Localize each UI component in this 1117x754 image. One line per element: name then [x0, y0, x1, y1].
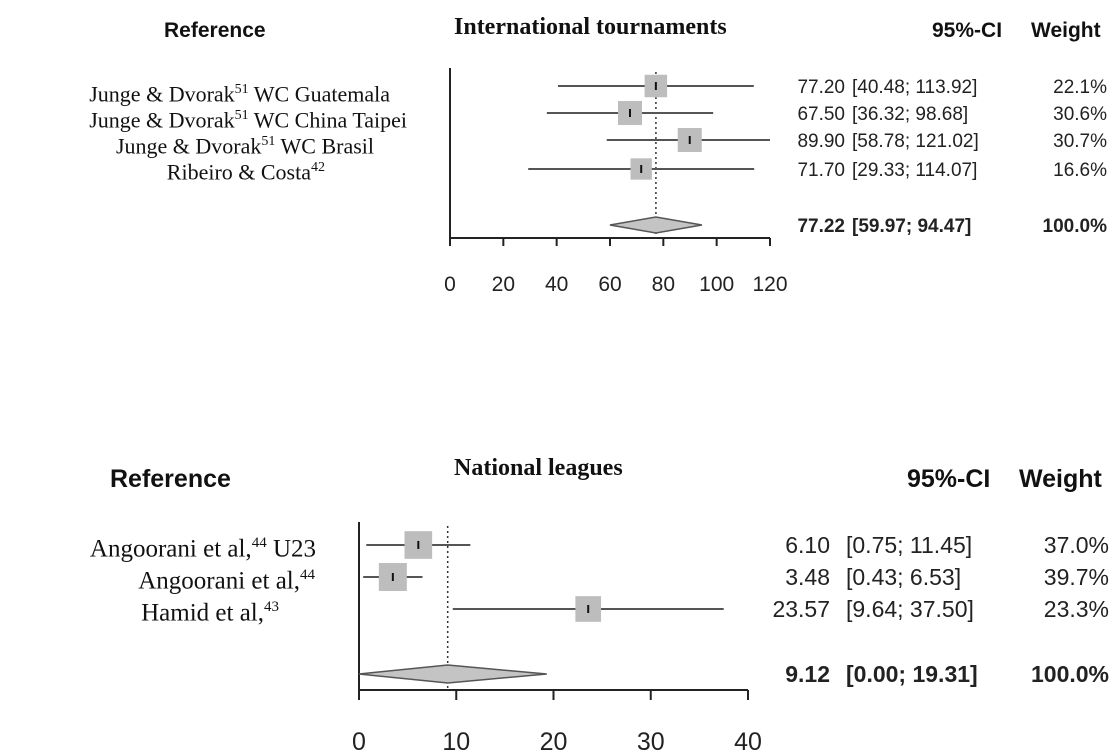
x-tick-label: 40 [734, 728, 762, 754]
ci-value: [40.48; 113.92] [852, 77, 977, 98]
study-reference-number: 43 [264, 599, 279, 615]
ci-value: [29.33; 114.07] [852, 160, 977, 181]
ci-value: [58.78; 121.02] [852, 131, 979, 152]
x-tick-label: 80 [652, 273, 675, 296]
estimate-value: 6.10 [785, 532, 830, 558]
ci-value: [9.64; 37.50] [846, 596, 974, 622]
summary-estimate-value: 77.22 [797, 216, 845, 237]
ci-header: 95%-CI [932, 19, 1003, 42]
chart-title: International tournaments [454, 14, 727, 40]
reference-header: Reference [164, 19, 266, 42]
study-label: Angoorani et al,44 [138, 561, 315, 595]
study-label: Junge & Dvorak51 WC China Taipei [89, 104, 407, 132]
study-label: Junge & Dvorak51 WC Guatemala [89, 78, 390, 106]
summary-estimate-value: 9.12 [785, 661, 830, 687]
x-tick-label: 10 [442, 728, 470, 754]
estimate-value: 67.50 [797, 104, 845, 125]
study-name: Angoorani et al, [138, 567, 300, 595]
ci-header: 95%-CI [907, 465, 991, 493]
study-label: Junge & Dvorak51 WC Brasil [116, 130, 374, 158]
x-tick-label: 60 [598, 273, 621, 296]
weight-value: 16.6% [1053, 160, 1107, 181]
ci-value: [0.43; 6.53] [846, 564, 961, 590]
summary-ci-value: [59.97; 94.47] [852, 216, 971, 237]
x-tick-label: 100 [699, 273, 734, 296]
estimate-value: 3.48 [785, 564, 830, 590]
estimate-value: 89.90 [797, 131, 845, 152]
estimate-value: 23.57 [772, 596, 830, 622]
x-tick-label: 30 [637, 728, 665, 754]
weight-value: 22.1% [1053, 77, 1107, 98]
estimate-value: 77.20 [797, 77, 845, 98]
study-suffix: WC Guatemala [248, 81, 390, 107]
study-label: Hamid et al,43 [141, 593, 279, 627]
weight-header: Weight [1019, 465, 1102, 493]
weight-value: 39.7% [1044, 564, 1109, 590]
study-name: Junge & Dvorak [89, 107, 235, 133]
forest-plot-international: Reference International tournaments 95%-… [0, 0, 1117, 320]
x-tick-label: 0 [352, 728, 366, 754]
x-tick-label: 0 [444, 273, 456, 296]
summary-diamond [609, 216, 703, 234]
study-suffix: WC China Taipei [248, 107, 407, 133]
study-reference-number: 51 [261, 134, 276, 149]
ci-value: [36.32; 98.68] [852, 104, 968, 125]
x-tick-label: 20 [540, 728, 568, 754]
summary-diamond [358, 664, 547, 684]
weight-value: 30.7% [1053, 131, 1107, 152]
study-reference-number: 42 [311, 160, 325, 175]
study-name: Hamid et al, [141, 599, 264, 627]
summary-weight-value: 100.0% [1031, 661, 1109, 687]
study-reference-number: 44 [251, 535, 267, 551]
summary-ci-value: [0.00; 19.31] [846, 661, 978, 687]
study-name: Ribeiro & Costa [166, 159, 311, 185]
reference-header: Reference [110, 465, 231, 493]
study-suffix: U23 [266, 535, 316, 563]
x-tick-label: 40 [545, 273, 568, 296]
summary-weight-value: 100.0% [1043, 216, 1108, 237]
study-reference-number: 51 [234, 108, 249, 123]
weight-header: Weight [1031, 19, 1101, 42]
weight-value: 23.3% [1044, 596, 1109, 622]
x-tick-label: 20 [492, 273, 515, 296]
study-label: Ribeiro & Costa42 [167, 156, 325, 184]
study-name: Junge & Dvorak [115, 133, 262, 159]
study-label: Angoorani et al,44 U23 [90, 529, 316, 563]
study-name: Angoorani et al, [89, 535, 252, 563]
study-reference-number: 51 [234, 82, 249, 97]
study-name: Junge & Dvorak [89, 81, 235, 107]
study-suffix: WC Brasil [275, 133, 375, 159]
weight-value: 37.0% [1044, 532, 1109, 558]
weight-value: 30.6% [1053, 104, 1107, 125]
ci-value: [0.75; 11.45] [846, 532, 972, 558]
x-tick-label: 120 [752, 273, 787, 296]
study-reference-number: 44 [300, 567, 315, 583]
chart-title: National leagues [454, 455, 623, 481]
estimate-value: 71.70 [797, 160, 845, 181]
